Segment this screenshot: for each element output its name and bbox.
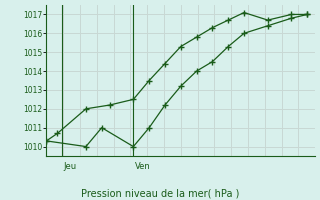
Text: Ven: Ven xyxy=(135,162,150,171)
Text: Jeu: Jeu xyxy=(64,162,77,171)
Text: Pression niveau de la mer( hPa ): Pression niveau de la mer( hPa ) xyxy=(81,188,239,198)
